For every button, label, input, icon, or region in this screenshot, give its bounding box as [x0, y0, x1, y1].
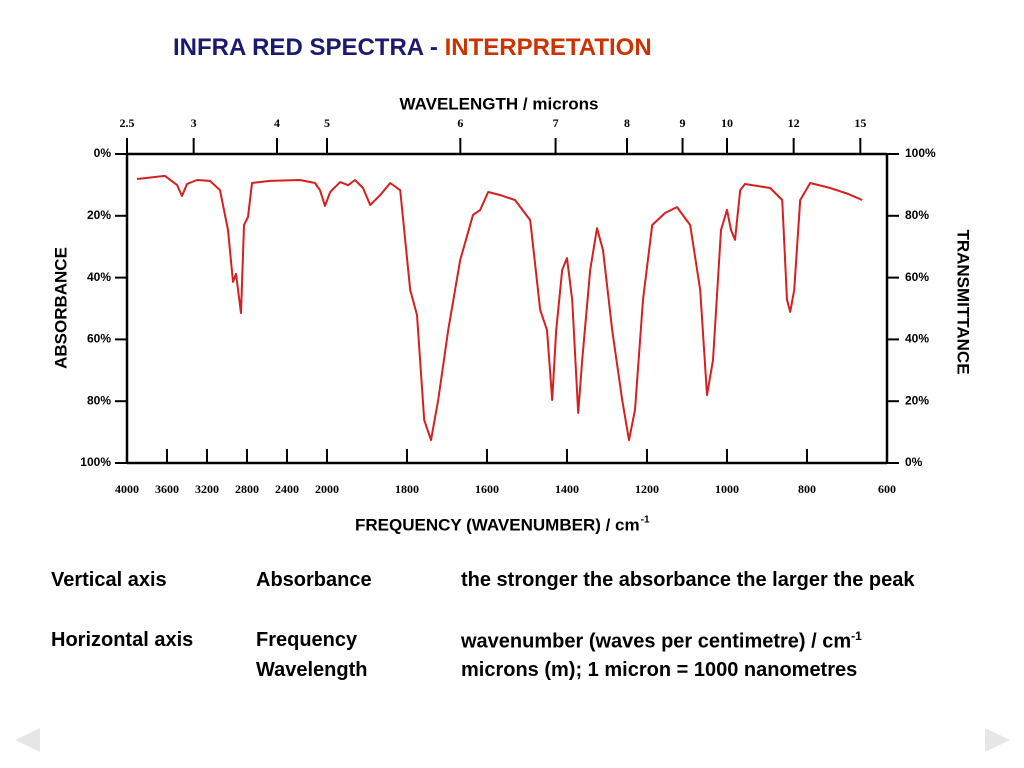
plot-frame	[125, 152, 889, 465]
title-accent: INTERPRETATION	[444, 34, 652, 61]
y-tick-label: 60%	[87, 332, 111, 346]
y2-tick-label: 60%	[905, 270, 929, 284]
x2-tick-label: 15	[854, 116, 866, 130]
y2-axis-label: TRANSMITTANCE	[954, 229, 973, 374]
y-tick-label: 80%	[87, 393, 111, 407]
note-term: Wavelength	[256, 659, 368, 681]
x-tick-label: 3600	[155, 482, 179, 496]
x-axis-label: FREQUENCY (WAVENUMBER) / cm	[355, 515, 640, 534]
x-tick-label: 1600	[475, 482, 499, 496]
y-tick-label: 100%	[80, 455, 111, 469]
x-axis-label-sup: -1	[641, 515, 650, 526]
x-tick-label: 600	[878, 482, 896, 496]
x-tick-label: 1800	[395, 482, 419, 496]
y2-tick-label: 40%	[905, 332, 929, 346]
slide-title: INFRA RED SPECTRA - INTERPRETATION	[173, 34, 652, 62]
y-axis-label: ABSORBANCE	[51, 247, 70, 369]
x2-tick-label: 2.5	[120, 116, 135, 130]
x2-tick-label: 12	[788, 116, 800, 130]
x-tick-label: 4000	[115, 482, 139, 496]
note-text: the stronger the absorbance the larger t…	[461, 569, 914, 592]
note-text-body: microns (m); 1 micron = 1000 nanometres	[461, 659, 858, 681]
note-label: Vertical axis	[51, 569, 167, 591]
nav-next[interactable]	[985, 728, 1010, 752]
x2-tick-label: 6	[457, 116, 463, 130]
x-tick-label: 1000	[715, 482, 739, 496]
nav	[15, 728, 1010, 752]
x-tick-label: 2400	[275, 482, 299, 496]
note-text-body: wavenumber (waves per centimetre) / cm	[461, 630, 852, 653]
y2-tick-label: 100%	[905, 146, 936, 160]
y-tick-label: 40%	[87, 270, 111, 284]
x2-tick-label: 10	[721, 116, 733, 130]
y-tick-label: 20%	[87, 208, 111, 222]
x-tick-label: 2800	[235, 482, 259, 496]
note-text-body: the stronger the absorbance the larger t…	[461, 569, 915, 591]
note-label: Horizontal axis	[51, 629, 194, 651]
x2-axis-label: WAVELENGTH / microns	[400, 94, 599, 113]
y2-tick-label: 20%	[905, 393, 929, 407]
nav-prev[interactable]	[15, 728, 40, 752]
x2-tick-label: 5	[324, 116, 330, 130]
x-tick-label: 1400	[555, 482, 579, 496]
x2-tick-label: 8	[624, 116, 630, 130]
y2-tick-label: 0%	[905, 455, 923, 469]
note-term: Frequency	[256, 629, 358, 651]
note-text: wavenumber (waves per centimetre) / cm-1	[461, 629, 862, 654]
x2-tick-label: 9	[680, 116, 686, 130]
x2-tick-label: 7	[553, 116, 559, 130]
note-text-sup: -1	[851, 629, 862, 643]
note-text: microns (m); 1 micron = 1000 nanometres	[461, 659, 857, 682]
x-tick-label: 800	[798, 482, 816, 496]
spectrum-line	[136, 174, 863, 442]
note-term: Absorbance	[256, 569, 372, 591]
x-tick-label: 3200	[195, 482, 219, 496]
chart: 4000 3600 3200 2800 2400 2000 1800 1600 1400 1200…	[51, 94, 973, 534]
x2-tick-label: 4	[274, 116, 280, 130]
title-main: INFRA RED SPECTRA -	[173, 34, 445, 61]
x-tick-label: 2000	[315, 482, 339, 496]
y-tick-label: 0%	[94, 146, 112, 160]
y2-tick-label: 80%	[905, 208, 929, 222]
x-tick-label: 1200	[635, 482, 659, 496]
x2-tick-label: 3	[191, 116, 197, 130]
